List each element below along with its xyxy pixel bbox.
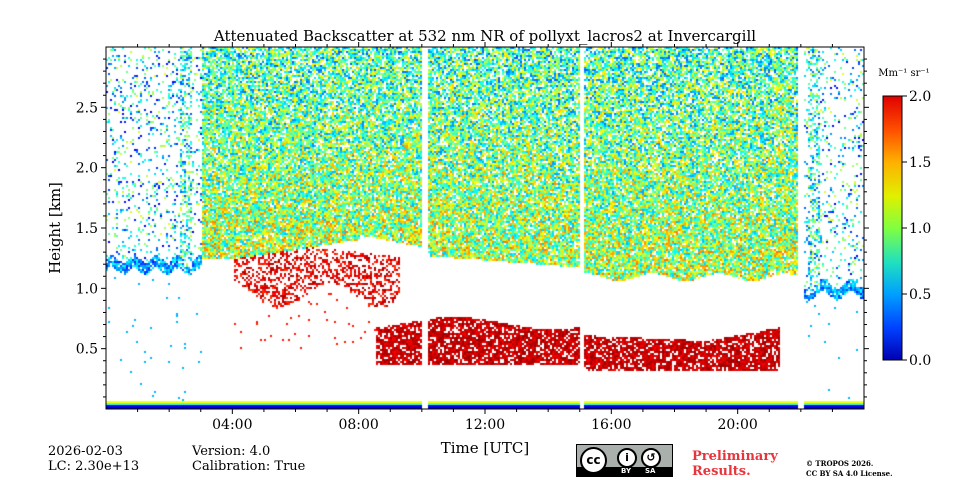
x-tick-label-0: 04:00: [212, 417, 252, 433]
y-tick-label-1: 1.0: [76, 281, 98, 297]
x-tick-label-1: 08:00: [338, 417, 378, 433]
x-axis-label: Time [UTC]: [441, 439, 530, 457]
colorbar-ticks: 0.0 0.5 1.0 1.5 2.0: [902, 89, 931, 369]
footer-lc: LC: 2.30e+13: [48, 459, 140, 474]
copyright-line-1: © TROPOS 2026.: [806, 459, 874, 468]
preliminary-line-1: Preliminary: [692, 449, 778, 464]
colorbar-tick-label-3: 1.5: [909, 155, 931, 171]
y-axis-label: Height [km]: [46, 182, 64, 274]
colorbar-label: Mm⁻¹ sr⁻¹: [878, 68, 929, 79]
axes: 04:00 08:00 12:00 16:00 20:00 0.5 1.0 1.5 2.0 2.5: [76, 42, 869, 433]
x-tick-label-2: 12:00: [465, 417, 505, 433]
cc-license-badge: cc i ↺ BY SA: [576, 444, 673, 477]
footer-calibration: Calibration: True: [192, 459, 306, 474]
footer-date: 2026-02-03: [48, 444, 123, 459]
colorbar-tick-label-2: 1.0: [909, 221, 931, 237]
preliminary-notice: Preliminary Results.: [692, 449, 778, 479]
y-tick-label-2: 1.5: [76, 221, 98, 237]
sa-label: SA: [645, 467, 656, 475]
copyright-line-2: CC BY SA 4.0 License.: [806, 469, 893, 478]
by-label: BY: [621, 467, 632, 475]
colorbar-tick-label-4: 2.0: [909, 89, 931, 105]
copyright-notice: © TROPOS 2026. CC BY SA 4.0 License.: [806, 459, 893, 479]
heatmap-raster: [106, 47, 864, 409]
chart-title: Attenuated Backscatter at 532 nm NR of p…: [213, 27, 756, 45]
cc-badge-band: [577, 467, 672, 476]
y-tick-label-3: 2.0: [76, 161, 98, 177]
sa-icon: ↺: [641, 448, 661, 468]
x-tick-label-3: 16:00: [591, 417, 631, 433]
y-tick-label-0: 0.5: [76, 342, 98, 358]
heatmap-cells: [106, 47, 864, 409]
cc-icon: cc: [580, 447, 607, 474]
preliminary-line-2: Results.: [692, 464, 751, 479]
colorbar-tick-label-0: 0.0: [909, 353, 931, 369]
colorbar: [882, 95, 903, 361]
colorbar-tick-label-1: 0.5: [909, 287, 931, 303]
x-tick-label-4: 20:00: [717, 417, 757, 433]
footer-version: Version: 4.0: [192, 444, 271, 459]
by-icon: i: [617, 448, 637, 468]
y-tick-label-4: 2.5: [76, 100, 98, 116]
